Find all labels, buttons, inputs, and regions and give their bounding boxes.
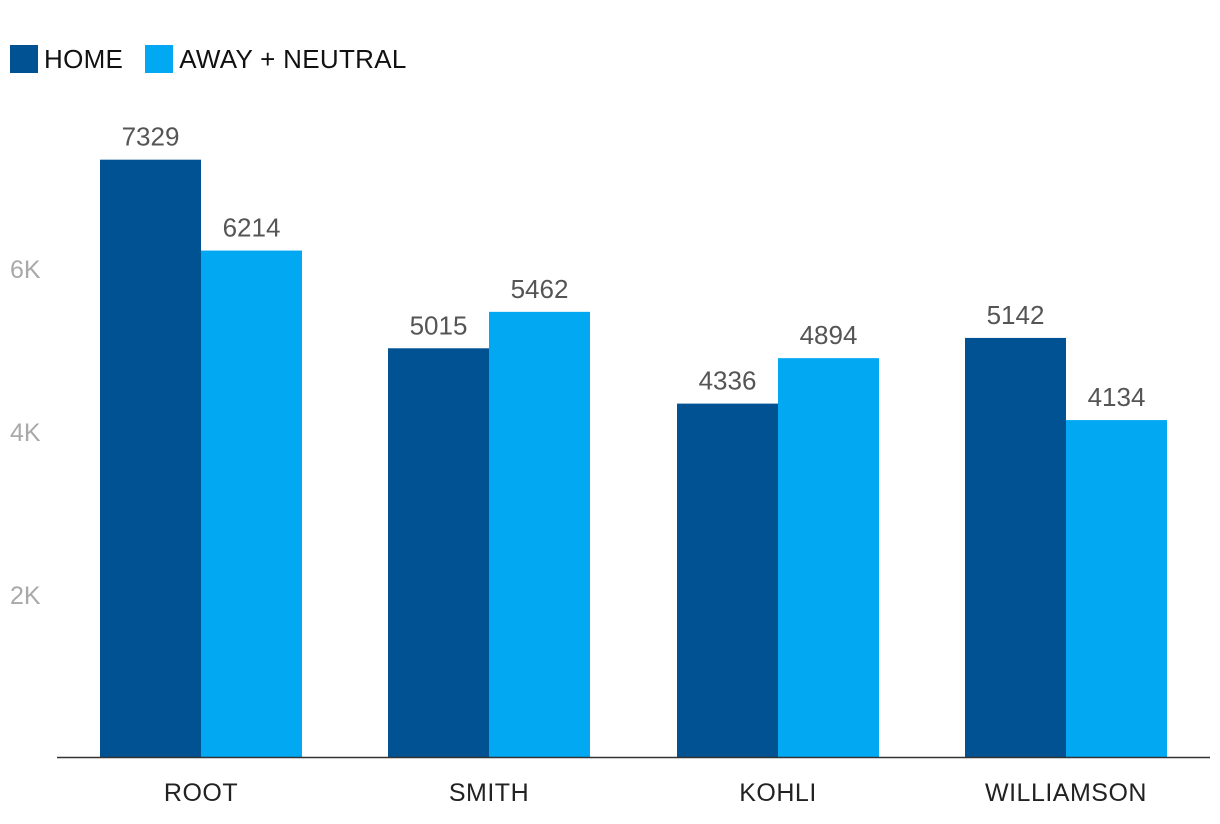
data-label: 5462 <box>511 274 569 304</box>
x-category-label: SMITH <box>449 779 529 807</box>
legend-label-away-neutral: AWAY + NEUTRAL <box>179 43 407 74</box>
bar <box>677 403 778 757</box>
y-tick-label: 2K <box>10 582 41 610</box>
y-tick-label: 6K <box>10 256 41 284</box>
bar <box>489 311 590 757</box>
data-label: 6214 <box>223 213 281 243</box>
bar <box>778 358 879 757</box>
bar <box>965 337 1066 757</box>
bar <box>100 159 201 757</box>
legend-swatch-away-neutral <box>145 45 174 73</box>
data-label: 5015 <box>410 310 468 340</box>
legend-swatch-home <box>10 45 38 73</box>
legend-item-home: HOME <box>10 44 123 75</box>
x-category-label: WILLIAMSON <box>985 779 1147 807</box>
legend-label-home: HOME <box>44 43 124 74</box>
bar <box>388 348 489 757</box>
bar <box>1066 420 1167 757</box>
data-label: 4894 <box>800 320 858 350</box>
x-category-label: ROOT <box>164 779 238 807</box>
data-label: 7329 <box>122 122 180 152</box>
legend-item-away-neutral: AWAY + NEUTRAL <box>145 44 406 75</box>
chart-legend: HOME AWAY + NEUTRAL <box>10 44 429 74</box>
data-label: 4134 <box>1088 382 1146 412</box>
y-tick-label: 4K <box>10 419 41 447</box>
data-label: 4336 <box>699 366 757 396</box>
x-category-label: KOHLI <box>739 779 817 807</box>
data-label: 5142 <box>987 300 1045 330</box>
bar <box>201 250 302 757</box>
